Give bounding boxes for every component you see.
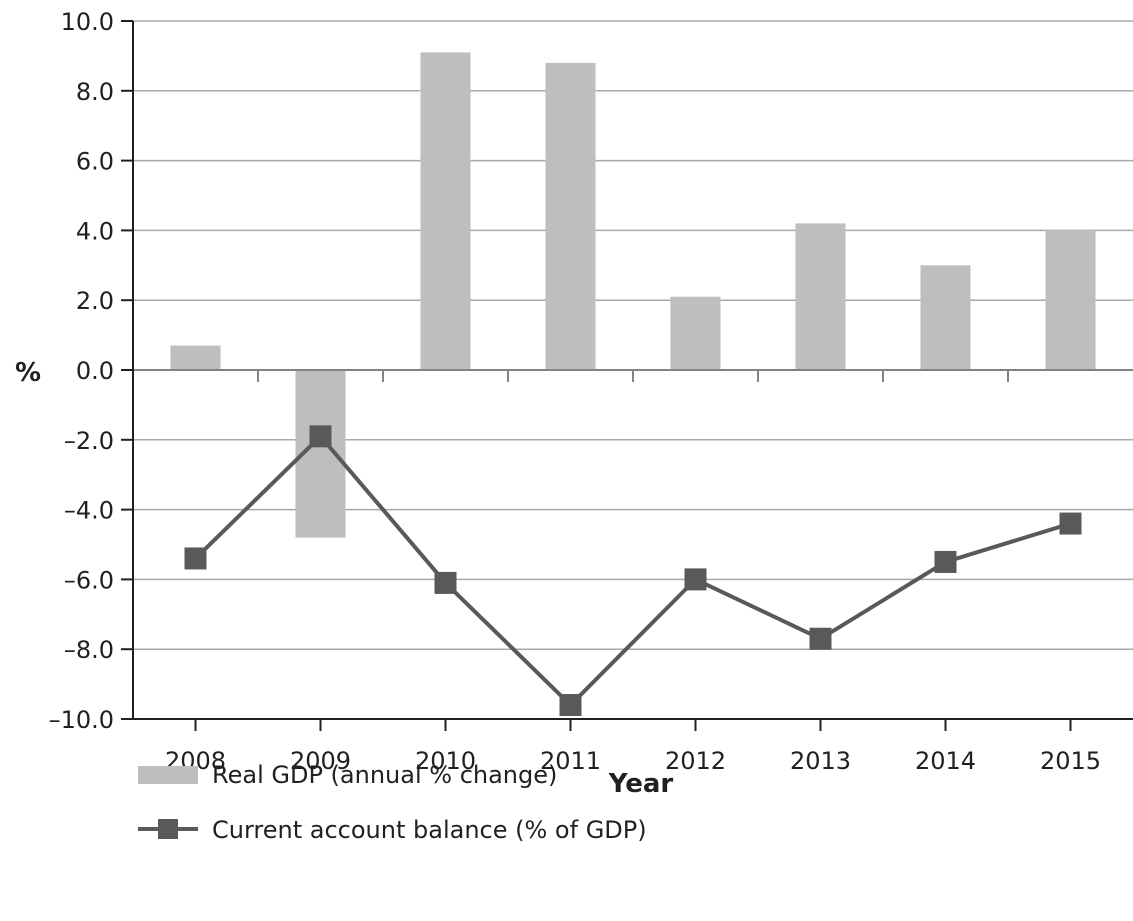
x-tick-label: 2013	[790, 747, 851, 775]
y-tick-label: –6.0	[64, 566, 114, 594]
line-marker	[809, 627, 832, 650]
line-path	[194, 434, 1072, 708]
bar	[670, 296, 721, 370]
bar	[420, 52, 471, 370]
legend: Real GDP (annual % change) Current accou…	[138, 761, 647, 844]
line-marker	[184, 547, 207, 570]
y-tick-labels: 10.0 8.0 6.0 4.0 2.0 0.0 –2.0 –4.0 –6.0 –8.0 –10.0	[49, 8, 114, 734]
line-marker	[434, 571, 457, 594]
line-marker	[684, 568, 707, 591]
gridlines	[133, 20, 1133, 650]
x-tick-label: 2010	[415, 747, 476, 775]
y-tick-label: 8.0	[76, 78, 114, 106]
y-tick-label: –10.0	[49, 706, 114, 734]
legend-label-current-account: Current account balance (% of GDP)	[212, 816, 647, 844]
line-marker	[309, 425, 332, 448]
y-tick-label: –4.0	[64, 497, 114, 525]
y-tick-label: 10.0	[61, 8, 114, 36]
line-marker	[1059, 512, 1082, 535]
y-tick-label: 0.0	[76, 357, 114, 385]
x-tick-label: 2015	[1040, 747, 1101, 775]
legend-swatch-bar	[138, 766, 198, 784]
y-tick-label: –8.0	[64, 636, 114, 664]
y-axis-label: %	[15, 358, 41, 388]
x-tick-label: 2014	[915, 747, 976, 775]
legend-swatch-marker	[158, 819, 178, 839]
bar	[545, 62, 596, 370]
y-tick-label: –2.0	[64, 427, 114, 455]
line-series-current-account	[184, 425, 1082, 717]
axes	[121, 20, 1133, 731]
y-tick-label: 2.0	[76, 287, 114, 315]
bar	[1045, 230, 1096, 370]
x-axis-label: Year	[608, 769, 674, 799]
line-marker	[559, 694, 582, 717]
y-tick-label: 6.0	[76, 148, 114, 176]
bar-series-real-gdp	[170, 52, 1096, 538]
bar	[795, 223, 846, 370]
bar	[920, 265, 971, 370]
legend-label-real-gdp: Real GDP (annual % change)	[212, 761, 557, 789]
x-tick-label: 2011	[540, 747, 601, 775]
line-marker	[934, 550, 957, 573]
x-tick-label: 2012	[665, 747, 726, 775]
x-tick-label: 2009	[290, 747, 351, 775]
y-tick-label: 4.0	[76, 217, 114, 245]
x-tick-labels: 2008 2009 2010 2011 2012 2013 2014 2015	[165, 747, 1101, 775]
bar	[170, 345, 221, 370]
